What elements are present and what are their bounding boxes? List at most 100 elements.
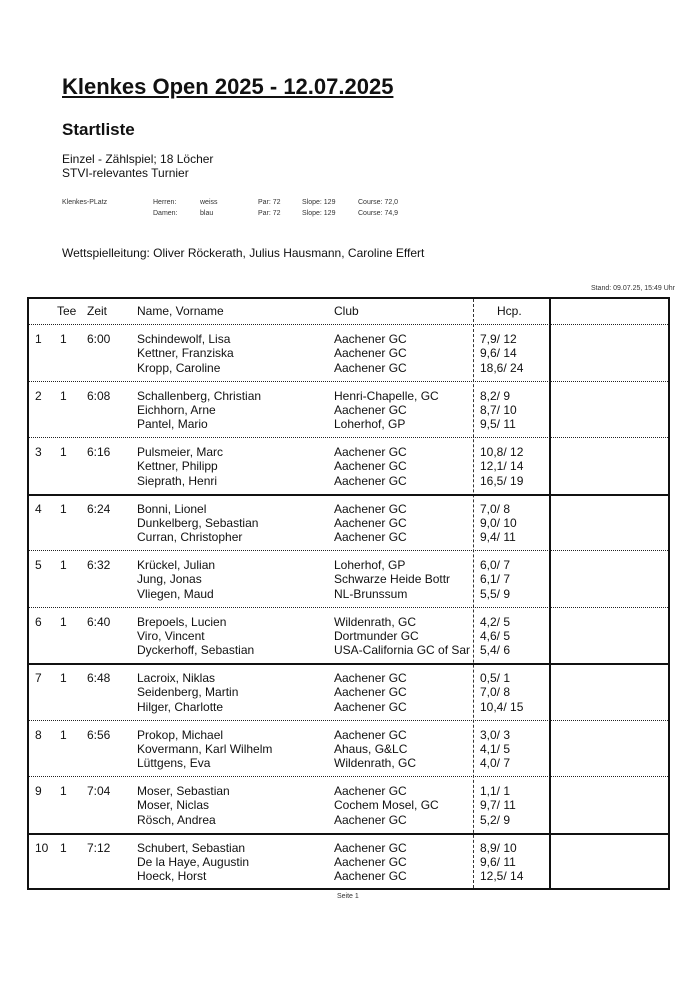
player-name: Brepoels, Lucien — [137, 614, 227, 629]
player-club: Cochem Mosel, GC — [334, 798, 439, 813]
flight-time: 6:40 — [87, 614, 111, 629]
player-club: Schwarze Heide Bottr — [334, 572, 451, 587]
player-club: Wildenrath, GC — [334, 756, 417, 771]
player-club: Aachener GC — [334, 530, 407, 545]
player-hcp: 9,4/ 11 — [480, 530, 516, 545]
flight-time: 6:32 — [87, 558, 111, 572]
player-name: Seidenberg, Martin — [137, 685, 239, 700]
player-name: Schubert, Sebastian — [137, 840, 246, 855]
flight-tee: 1 — [60, 671, 67, 685]
player-hcp: 5,4/ 6 — [480, 643, 511, 658]
player-name: Eichhorn, Arne — [137, 402, 216, 417]
player-name: Sieprath, Henri — [137, 473, 218, 488]
flight-tee: 1 — [60, 332, 67, 346]
course-label: Herren: — [153, 199, 177, 206]
page-number: Seite 1 — [337, 893, 359, 900]
competition-format: Einzel - Zählspiel; 18 Löcher — [62, 152, 214, 166]
player-club: Aachener GC — [334, 445, 407, 459]
player-club: Loherhof, GP — [334, 558, 406, 572]
flight-tee: 1 — [60, 388, 67, 403]
course-tee: blau — [200, 210, 214, 217]
player-name: Dunkelberg, Sebastian — [137, 515, 259, 530]
player-name: Bonni, Lionel — [137, 501, 207, 516]
player-hcp: 10,8/ 12 — [480, 445, 524, 459]
flight-group: 9 1 7:04 Moser, Sebastian Aachener GC 1,1/ 1 M… — [29, 776, 668, 834]
course-slope: Slope: 129 — [302, 210, 336, 217]
player-name: Kropp, Caroline — [137, 360, 221, 375]
player-hcp: 8,2/ 9 — [480, 388, 511, 403]
player-name: Prokop, Michael — [137, 727, 224, 742]
course-par: Par: 72 — [258, 210, 281, 217]
player-hcp: 3,0/ 3 — [480, 727, 511, 742]
player-name: Moser, Sebastian — [137, 784, 230, 798]
player-club: Aachener GC — [334, 515, 407, 530]
course-name: Klenkes-PLatz — [62, 199, 108, 206]
player-hcp: 1,1/ 1 — [480, 784, 511, 798]
player-name: Jung, Jonas — [137, 572, 202, 587]
flight-tee: 1 — [60, 784, 67, 798]
player-club: Aachener GC — [334, 685, 407, 700]
player-hcp: 12,1/ 14 — [480, 459, 524, 474]
player-club: Aachener GC — [334, 473, 407, 488]
course-rating: Course: 72,0 — [358, 199, 399, 206]
competition-note: STVI-relevantes Turnier — [62, 166, 189, 180]
player-club: Aachener GC — [334, 812, 407, 827]
flight-tee: 1 — [60, 614, 67, 629]
page-title: Klenkes Open 2025 - 12.07.2025 — [62, 74, 394, 99]
flight-tee: 1 — [60, 840, 67, 855]
player-hcp: 16,5/ 19 — [480, 473, 524, 488]
flight-number: 2 — [35, 388, 42, 403]
player-hcp: 12,5/ 14 — [480, 869, 524, 884]
player-name: Vliegen, Maud — [137, 586, 214, 601]
player-hcp: 0,5/ 1 — [480, 671, 511, 685]
header-name: Name, Vorname — [137, 304, 224, 318]
header-tee: Tee — [57, 304, 77, 318]
player-hcp: 8,9/ 10 — [480, 840, 517, 855]
player-name: De la Haye, Augustin — [137, 854, 250, 869]
player-club: Aachener GC — [334, 727, 407, 742]
player-club: Aachener GC — [334, 346, 407, 361]
player-hcp: 5,5/ 9 — [480, 586, 511, 601]
flight-time: 7:12 — [87, 840, 111, 855]
flight-group: 7 1 6:48 Lacroix, Niklas Aachener GC 0,5/ 1 Se… — [29, 663, 668, 721]
officials: Wettspielleitung: Oliver Röckerath, Juli… — [62, 246, 425, 260]
flight-tee: 1 — [60, 501, 67, 516]
player-name: Kettner, Philipp — [137, 459, 218, 474]
player-name: Viro, Vincent — [137, 628, 205, 643]
player-name: Curran, Christopher — [137, 530, 243, 545]
player-hcp: 9,5/ 11 — [480, 417, 516, 432]
course-tee: weiss — [200, 199, 218, 206]
player-club: Dortmunder GC — [334, 628, 419, 643]
player-name: Moser, Niclas — [137, 798, 210, 813]
player-club: Aachener GC — [334, 869, 407, 884]
flight-number: 10 — [35, 840, 49, 855]
flight-group: 3 1 6:16 Pulsmeier, Marc Aachener GC 10,8/ 12… — [29, 437, 668, 495]
flight-group: 5 1 6:32 Krückel, Julian Loherhof, GP 6,0/ 7 J… — [29, 550, 668, 608]
flight-tee: 1 — [60, 727, 67, 742]
player-hcp: 6,0/ 7 — [480, 558, 511, 572]
player-club: Aachener GC — [334, 784, 407, 798]
player-club: Aachener GC — [334, 360, 407, 375]
player-hcp: 9,7/ 11 — [480, 798, 516, 813]
player-hcp: 9,6/ 14 — [480, 346, 517, 361]
flight-number: 7 — [35, 671, 42, 685]
player-name: Kovermann, Karl Wilhelm — [137, 741, 273, 756]
flight-number: 1 — [35, 332, 42, 346]
flight-number: 8 — [35, 727, 42, 742]
flight-group: 2 1 6:08 Schallenberg, Christian Henri-Chape… — [29, 380, 668, 439]
flight-tee: 1 — [60, 445, 67, 459]
player-name: Rösch, Andrea — [137, 812, 216, 827]
course-par: Par: 72 — [258, 199, 281, 206]
player-name: Pulsmeier, Marc — [137, 445, 224, 459]
player-club: Aachener GC — [334, 501, 407, 516]
course-slope: Slope: 129 — [302, 199, 336, 206]
player-hcp: 5,2/ 9 — [480, 812, 511, 827]
flight-number: 5 — [35, 558, 42, 572]
player-name: Dyckerhoff, Sebastian — [137, 643, 255, 658]
player-name: Krückel, Julian — [137, 558, 216, 572]
player-club: Aachener GC — [334, 402, 407, 417]
start-list-table: Tee Zeit Name, Vorname Club Hcp. 1 1 6:00 S… — [27, 297, 670, 890]
flight-group: 4 1 6:24 Bonni, Lionel Aachener GC 7,0/ 8 Dunk… — [29, 493, 668, 552]
course-rating: Course: 74,9 — [358, 210, 399, 217]
